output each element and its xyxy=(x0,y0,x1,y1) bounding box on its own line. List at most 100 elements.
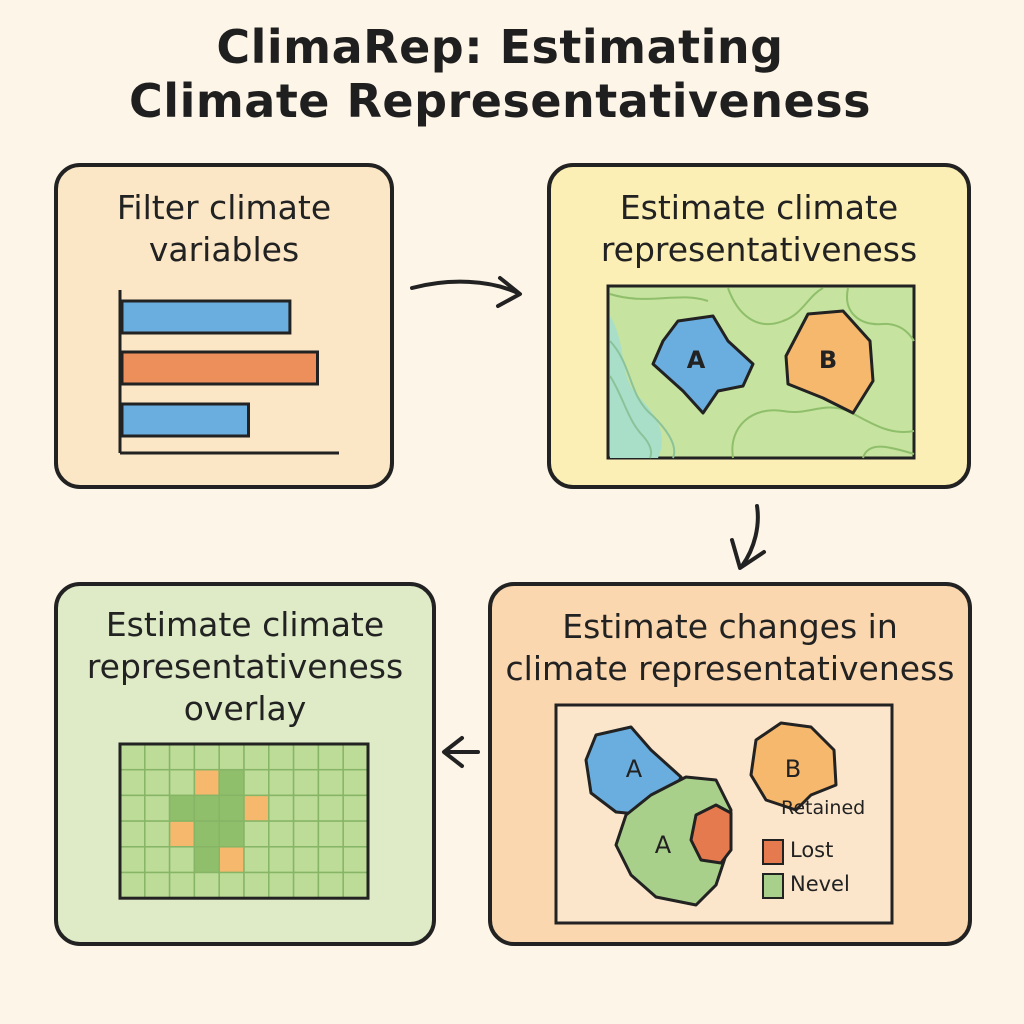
grid-cell xyxy=(243,820,270,848)
grid-cell xyxy=(193,794,220,822)
grid-cell xyxy=(292,768,320,797)
grid-cell xyxy=(119,768,146,797)
legend-label-lost: Lost xyxy=(790,838,833,862)
arrow-estimate-to-changes-head xyxy=(730,538,766,570)
grid-cell xyxy=(168,871,196,899)
grid-cell xyxy=(193,768,220,797)
grid-cell xyxy=(218,820,245,848)
region-b-label: B xyxy=(819,346,837,374)
estimate-label-line-2: representativeness xyxy=(600,230,918,269)
map-contour-1 xyxy=(609,340,676,459)
grid-cell xyxy=(243,871,270,899)
map-contour-2 xyxy=(609,375,653,459)
grid-cell xyxy=(342,820,369,848)
grid-cell xyxy=(218,794,245,822)
grid-cell xyxy=(218,846,245,874)
overlay-label-line-1: Estimate climate xyxy=(105,605,385,644)
overlay-label-line-3: overlay xyxy=(183,689,307,728)
title-line-1: ClimaRep: Estimating xyxy=(216,20,784,74)
change-region-b xyxy=(749,721,838,812)
variable-bar-3 xyxy=(120,402,250,438)
grid-cell xyxy=(218,768,245,797)
grid-cell xyxy=(144,846,171,874)
grid-cell xyxy=(144,768,171,797)
grid-cell xyxy=(292,820,320,848)
grid-cell xyxy=(268,871,295,899)
variable-bar-2 xyxy=(120,350,319,386)
grid-cell xyxy=(243,846,270,874)
grid-cell xyxy=(342,743,369,771)
variable-bar-chart xyxy=(118,290,339,455)
grid-cell xyxy=(317,768,344,797)
map-contour-4 xyxy=(727,287,824,326)
grid-cell xyxy=(168,768,196,797)
change-region-a-top-label: A xyxy=(626,755,643,783)
grid-cell xyxy=(119,820,146,848)
grid-cell xyxy=(268,820,295,848)
region-a-label: A xyxy=(687,346,706,374)
map-water xyxy=(610,316,662,458)
arrow-filter-to-estimate-head xyxy=(496,276,522,308)
grid-cell xyxy=(317,794,344,822)
title-line-2: Climate Representativeness xyxy=(129,74,871,128)
grid-cell xyxy=(268,794,295,822)
map-contour-6 xyxy=(731,406,915,459)
grid-cell xyxy=(317,871,344,899)
grid-cell xyxy=(144,743,171,771)
estimate-panel-label: Estimate climate representativeness xyxy=(551,187,967,271)
overlay-grid xyxy=(118,742,370,900)
grid-cell xyxy=(144,820,171,848)
overlay-label-line-2: representativeness xyxy=(86,647,404,686)
grid-cell xyxy=(193,743,220,771)
estimate-label-line-1: Estimate climate xyxy=(619,188,899,227)
legend-label-retained: Retained xyxy=(781,797,865,819)
diagram-title: ClimaRep: Estimating Climate Representat… xyxy=(0,20,1000,128)
grid-cell xyxy=(193,820,220,848)
grid-cell xyxy=(342,871,369,899)
grid-cell xyxy=(292,743,320,771)
grid-cell xyxy=(317,846,344,874)
estimate-changes-panel: Estimate changes in climate representati… xyxy=(488,582,972,946)
filter-label-line-1: Filter climate xyxy=(116,188,332,227)
region-a-shape xyxy=(651,314,755,415)
grid-cell xyxy=(168,846,196,874)
filter-label-line-2: variables xyxy=(148,230,300,269)
grid-cell xyxy=(168,743,196,771)
filter-panel-label: Filter climate variables xyxy=(58,187,390,271)
grid-cell xyxy=(168,820,196,848)
grid-cell xyxy=(119,871,146,899)
grid-cell xyxy=(317,820,344,848)
grid-cell xyxy=(218,743,245,771)
change-region-a-bottom xyxy=(614,775,733,907)
arrow-filter-to-estimate xyxy=(410,279,520,295)
legend-swatch-nevel xyxy=(762,873,784,899)
change-lost-area xyxy=(689,803,733,865)
grid-cell xyxy=(243,768,270,797)
grid-cell xyxy=(144,794,171,822)
overlay-panel-label: Estimate climate representativeness over… xyxy=(58,604,432,730)
changes-label-line-2: climate representativeness xyxy=(505,649,955,688)
change-region-a-bottom-label: A xyxy=(655,831,672,859)
legend-swatch-lost xyxy=(762,839,784,865)
overlay-panel: Estimate climate representativeness over… xyxy=(54,582,436,946)
grid-cell xyxy=(119,743,146,771)
change-region-b-label: B xyxy=(785,755,801,783)
grid-cell xyxy=(342,768,369,797)
grid-cell xyxy=(342,794,369,822)
changes-label-line-1: Estimate changes in xyxy=(562,607,898,646)
grid-cell xyxy=(243,794,270,822)
grid-cell xyxy=(342,846,369,874)
grid-cell xyxy=(292,846,320,874)
grid-cell xyxy=(193,846,220,874)
grid-cell xyxy=(119,846,146,874)
grid-cell xyxy=(168,794,196,822)
grid-frame xyxy=(118,742,370,900)
grid-cell xyxy=(144,871,171,899)
grid-cell xyxy=(268,768,295,797)
map-contour-5 xyxy=(846,287,915,342)
grid-cell xyxy=(292,871,320,899)
region-map: A B xyxy=(606,284,916,460)
changes-panel-label: Estimate changes in climate representati… xyxy=(492,606,968,690)
grid-cell xyxy=(268,743,295,771)
change-map: A A B Retained Lost Nevel xyxy=(554,703,894,925)
